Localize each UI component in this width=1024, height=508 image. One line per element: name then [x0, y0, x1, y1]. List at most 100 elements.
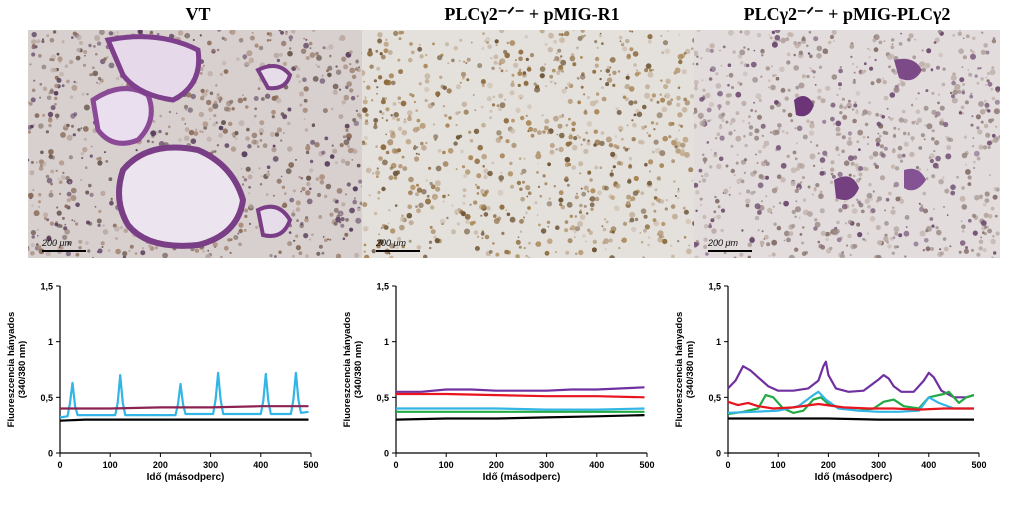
cell-speck — [429, 181, 433, 186]
cell-speck — [345, 133, 352, 140]
cell-speck — [583, 110, 588, 115]
cell-speck — [768, 34, 771, 37]
cell-speck — [89, 73, 93, 77]
cell-speck — [37, 234, 39, 237]
cell-speck — [309, 47, 312, 49]
cell-speck — [566, 183, 570, 187]
cell-speck — [540, 228, 547, 234]
cell-speck — [678, 129, 680, 132]
cell-speck — [399, 224, 405, 231]
cell-speck — [388, 252, 391, 255]
cell-speck — [609, 172, 614, 177]
cell-speck — [466, 78, 470, 82]
cell-speck — [544, 42, 548, 46]
cell-speck — [819, 171, 825, 176]
cell-speck — [559, 132, 565, 139]
cell-speck — [728, 30, 734, 36]
cell-speck — [847, 131, 853, 136]
cell-speck — [668, 121, 673, 127]
cell-speck — [303, 42, 309, 49]
cell-speck — [579, 172, 582, 175]
cell-speck — [376, 66, 381, 71]
cell-speck — [829, 246, 833, 251]
cell-speck — [599, 32, 602, 35]
cell-speck — [711, 228, 717, 234]
cell-speck — [647, 34, 653, 40]
cell-speck — [709, 68, 713, 72]
cell-speck — [807, 211, 813, 217]
cell-speck — [184, 123, 186, 125]
cell-speck — [867, 204, 871, 209]
cell-speck — [728, 72, 734, 78]
cell-speck — [289, 197, 295, 203]
cell-speck — [390, 228, 396, 234]
cell-speck — [501, 231, 505, 235]
cell-speck — [536, 214, 539, 216]
cell-speck — [786, 52, 791, 57]
cell-speck — [295, 74, 300, 79]
cell-speck — [59, 71, 64, 77]
cell-speck — [848, 173, 852, 177]
cell-speck — [493, 218, 500, 224]
cell-speck — [100, 241, 105, 246]
cell-speck — [793, 65, 799, 71]
x-axis-label: Idő (másodperc) — [483, 472, 561, 483]
cell-speck — [856, 109, 859, 112]
cell-speck — [903, 118, 908, 124]
cell-speck — [547, 162, 551, 167]
cell-speck — [72, 133, 76, 137]
cell-speck — [958, 48, 964, 54]
cell-speck — [299, 103, 303, 107]
cell-speck — [760, 244, 763, 248]
cell-speck — [618, 125, 624, 132]
cell-speck — [730, 168, 735, 174]
cell-speck — [819, 157, 826, 163]
cell-speck — [918, 202, 921, 205]
cell-speck — [950, 190, 956, 196]
cell-speck — [590, 207, 594, 211]
cell-speck — [783, 239, 786, 242]
cell-speck — [183, 104, 189, 110]
cell-speck — [869, 155, 874, 160]
cell-speck — [70, 95, 74, 99]
cell-speck — [633, 63, 637, 67]
cell-speck — [978, 239, 984, 245]
cell-speck — [813, 226, 818, 231]
cell-speck — [54, 96, 58, 101]
cell-speck — [841, 149, 845, 154]
cell-speck — [302, 77, 307, 82]
cell-speck — [931, 224, 935, 228]
cell-speck — [924, 238, 929, 243]
cell-speck — [873, 35, 876, 38]
cell-speck — [873, 162, 877, 166]
cell-speck — [923, 208, 929, 214]
cell-speck — [987, 145, 991, 150]
cell-speck — [80, 151, 85, 156]
cell-speck — [442, 200, 445, 203]
cell-speck — [841, 97, 845, 101]
cell-speck — [85, 241, 89, 245]
cell-speck — [970, 92, 973, 95]
cell-speck — [366, 85, 371, 90]
cell-speck — [194, 128, 198, 132]
cell-speck — [876, 254, 882, 258]
cell-speck — [730, 144, 734, 148]
cell-speck — [352, 186, 358, 192]
cell-speck — [780, 37, 787, 44]
cell-speck — [190, 93, 196, 100]
cell-speck — [54, 103, 57, 106]
cell-speck — [740, 61, 744, 65]
cell-speck — [465, 61, 468, 65]
cell-speck — [364, 228, 367, 231]
cell-speck — [671, 159, 675, 164]
cell-speck — [573, 236, 576, 239]
cell-speck — [439, 218, 446, 225]
cell-speck — [97, 160, 103, 166]
cell-speck — [199, 130, 202, 133]
cell-speck — [954, 83, 961, 90]
cell-speck — [221, 60, 227, 66]
cell-speck — [317, 65, 320, 68]
cell-speck — [817, 95, 822, 100]
cell-speck — [761, 54, 764, 57]
cell-speck — [843, 160, 850, 166]
